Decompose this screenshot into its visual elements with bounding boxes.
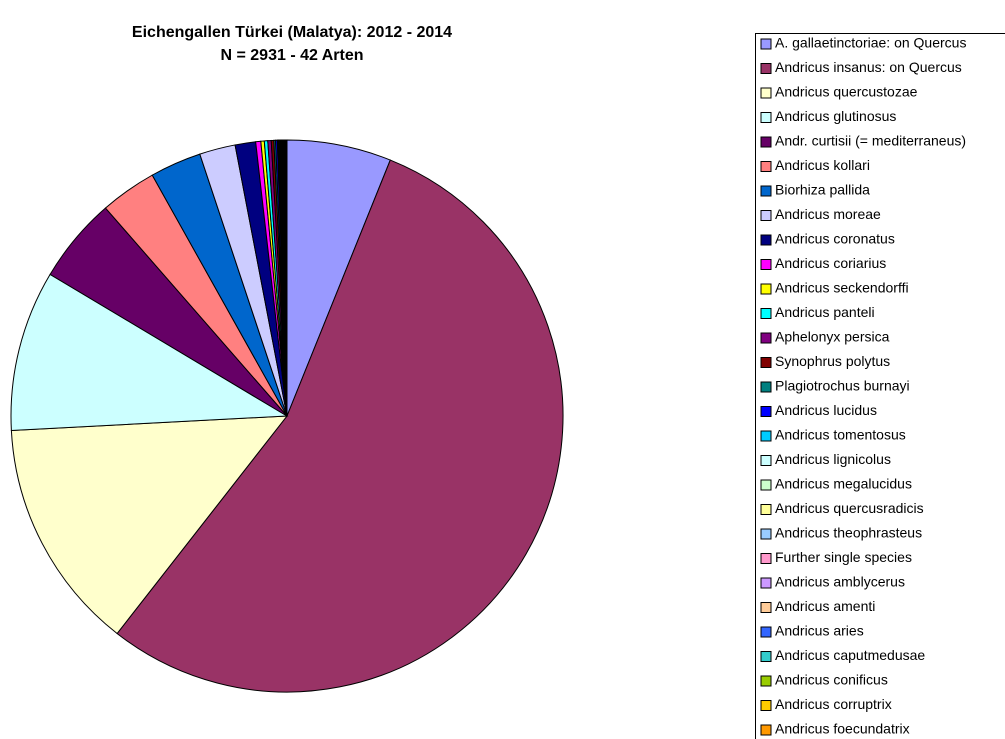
legend-label: Andricus panteli — [775, 304, 875, 320]
legend-swatch — [760, 283, 772, 295]
legend-swatch — [760, 724, 772, 736]
legend-label: Synophrus polytus — [775, 353, 890, 369]
chart-subtitle: N = 2931 - 42 Arten — [220, 47, 363, 64]
legend-label: Andricus kollari — [775, 157, 870, 173]
legend-label: Andricus insanus: on Quercus — [775, 59, 962, 75]
legend-label: Andricus moreae — [775, 206, 881, 222]
legend-swatch — [760, 504, 772, 515]
legend-label: Andricus coronatus — [775, 231, 895, 247]
legend-label: Andricus seckendorffi — [775, 280, 909, 296]
legend-label: Andricus lucidus — [775, 402, 877, 418]
legend-swatch — [760, 87, 772, 99]
legend-swatch — [760, 528, 772, 540]
legend-label: Plagiotrochus burnayi — [775, 378, 910, 394]
legend-label: Further single species — [775, 549, 912, 565]
legend-label: Andricus megalucidus — [775, 476, 912, 492]
legend-label: Andricus amblycerus — [775, 574, 905, 590]
legend-label: Andricus theophrasteus — [775, 525, 922, 541]
legend-swatch — [760, 479, 772, 491]
legend-swatch — [760, 210, 772, 221]
legend-swatch — [760, 455, 772, 466]
legend-label: Andricus lignicolus — [775, 451, 891, 467]
legend-swatch — [760, 63, 772, 74]
legend-label: A. gallaetinctoriae: on Quercus — [775, 35, 966, 51]
legend-label: Biorhiza pallida — [775, 182, 870, 198]
legend-swatch — [760, 577, 772, 589]
chart-title: Eichengallen Türkei (Malatya): 2012 - 20… — [132, 24, 452, 41]
legend-label: Andricus coriarius — [775, 255, 886, 271]
legend-swatch — [760, 259, 772, 270]
pie-slice — [116, 159, 564, 693]
legend-swatch — [760, 675, 772, 687]
legend-swatch — [760, 136, 772, 148]
legend-label: Aphelonyx persica — [775, 329, 890, 345]
legend-label: Andricus amenti — [775, 598, 875, 614]
legend-swatch — [760, 700, 772, 711]
legend-label: Andricus tomentosus — [775, 427, 906, 443]
legend-label: Andricus caputmedusae — [775, 647, 925, 663]
legend-label: Andricus corruptrix — [775, 696, 892, 712]
pie-slice — [285, 139, 288, 417]
legend-swatch — [760, 553, 772, 564]
legend-label: Andricus glutinosus — [775, 108, 896, 124]
legend-box — [755, 33, 1005, 739]
legend-swatch — [760, 651, 772, 662]
legend-label: Andricus conificus — [775, 672, 888, 688]
legend-label: Andricus quercusradicis — [775, 500, 924, 516]
legend-swatch — [760, 38, 772, 50]
legend-swatch — [760, 626, 772, 638]
pie-slice — [10, 273, 289, 431]
legend-label: Andricus aries — [775, 623, 864, 639]
legend-swatch — [760, 357, 772, 368]
legend-swatch — [760, 161, 772, 172]
legend-swatch — [760, 332, 772, 344]
legend-swatch — [760, 234, 772, 246]
legend-swatch — [760, 112, 772, 123]
legend-swatch — [760, 602, 772, 613]
legend-label: Andricus quercustozae — [775, 84, 918, 100]
legend-label: Andricus foecundatrix — [775, 721, 910, 737]
legend-swatch — [760, 185, 772, 197]
legend-swatch — [760, 381, 772, 393]
pie-slice — [10, 415, 289, 635]
legend-swatch — [760, 308, 772, 319]
legend-swatch — [760, 430, 772, 442]
legend-swatch — [760, 406, 772, 417]
legend-label: Andr. curtisii (= mediterraneus) — [775, 133, 966, 149]
